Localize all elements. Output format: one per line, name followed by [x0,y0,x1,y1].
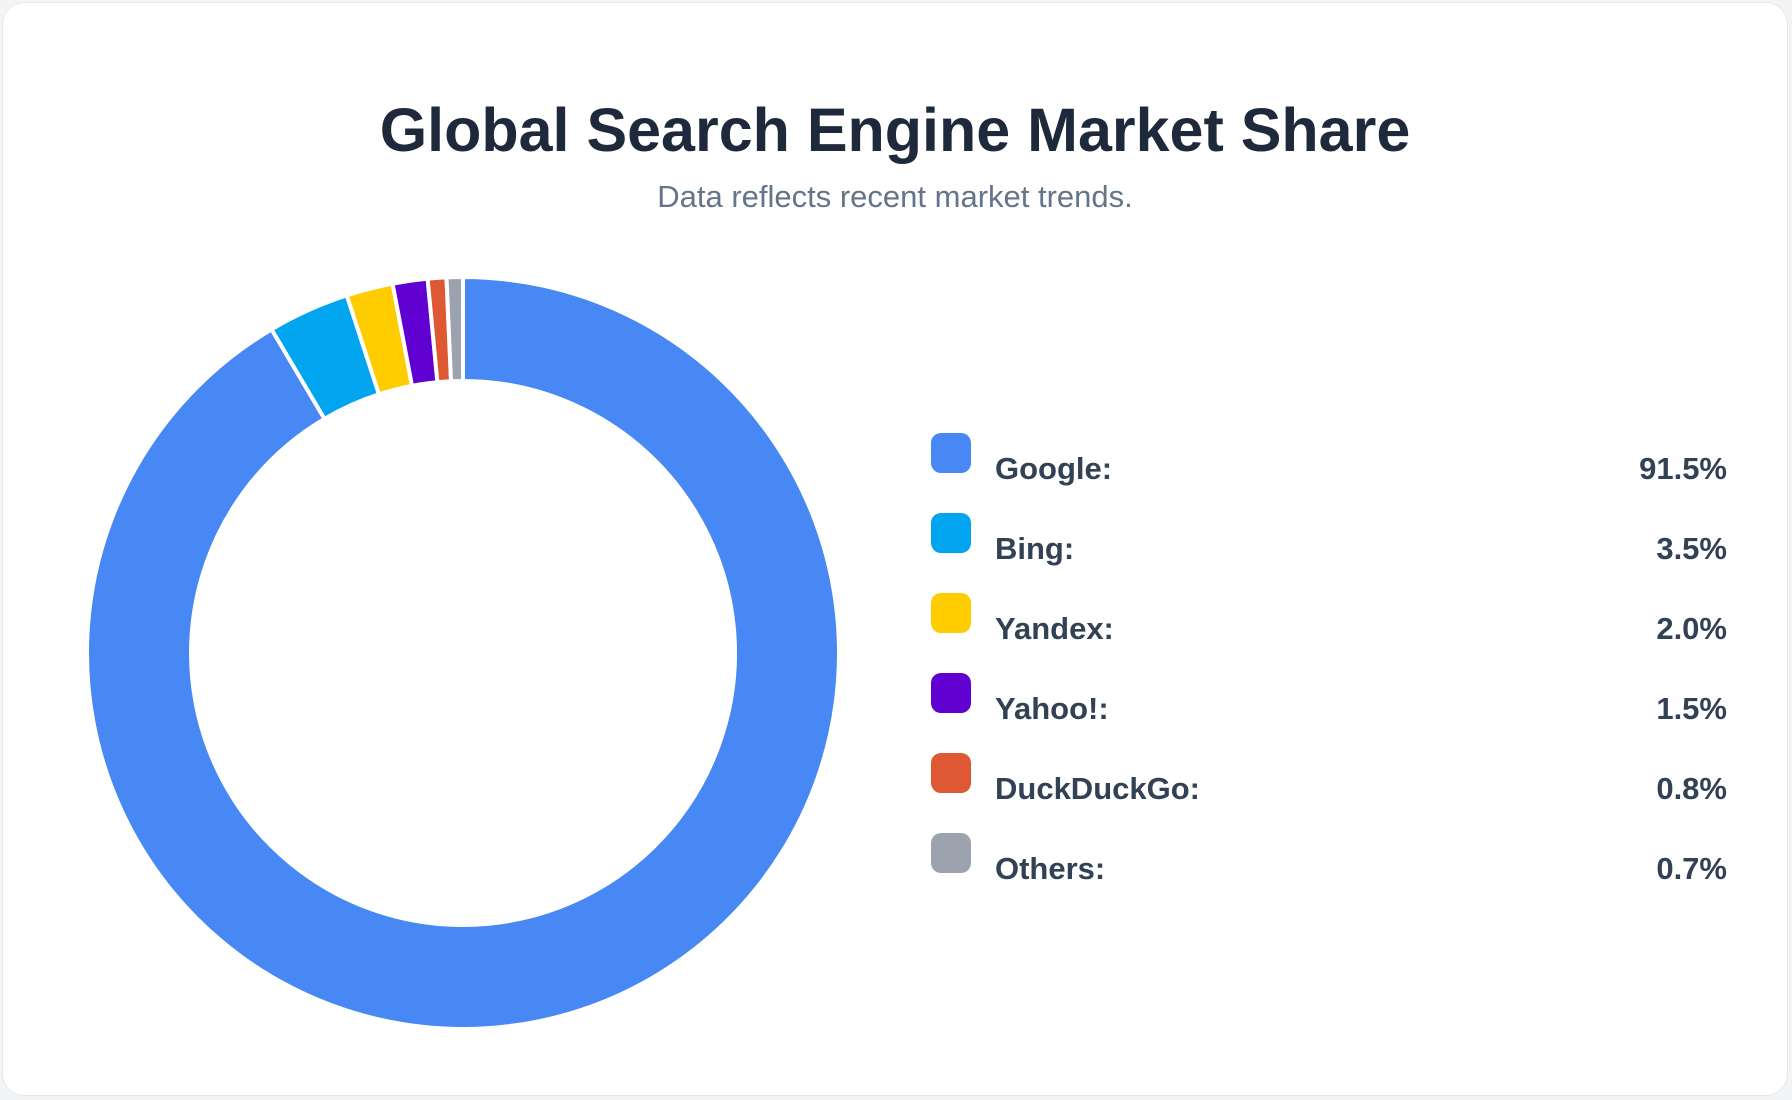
legend-label: Yandex: [995,611,1114,646]
legend-value: 2.0% [1656,611,1727,646]
legend-value: 3.5% [1656,531,1727,566]
legend-label: Yahoo!: [995,691,1109,726]
chart-title: Global Search Engine Market Share [379,96,1411,164]
legend-swatch [931,833,971,873]
legend-value: 0.7% [1656,851,1727,886]
legend-item-bing[interactable]: Bing: 3.5% [931,513,1727,593]
legend-swatch [931,673,971,713]
chart-legend: Google: 91.5% Bing: 3.5% Yandex: 2.0% Ya… [931,433,1727,913]
donut-chart [85,275,841,1031]
legend-swatch [931,593,971,633]
legend-label: DuckDuckGo: [995,771,1200,806]
donut-slice-others[interactable] [444,275,465,384]
legend-label: Bing: [995,531,1075,566]
legend-swatch [931,433,971,473]
legend-swatch [931,753,971,793]
legend-swatch [931,513,971,553]
legend-label: Google: [995,451,1113,486]
chart-subtitle: Data reflects recent market trends. [657,179,1133,214]
legend-item-duckduckgo[interactable]: DuckDuckGo: 0.8% [931,753,1727,833]
legend-item-others[interactable]: Others: 0.7% [931,833,1727,913]
legend-value: 91.5% [1639,451,1727,486]
legend-item-yandex[interactable]: Yandex: 2.0% [931,593,1727,673]
legend-value: 1.5% [1656,691,1727,726]
donut-slice-google[interactable] [85,275,841,1031]
legend-item-google[interactable]: Google: 91.5% [931,433,1727,513]
legend-value: 0.8% [1656,771,1727,806]
legend-item-yahoo[interactable]: Yahoo!: 1.5% [931,673,1727,753]
legend-label: Others: [995,851,1106,886]
